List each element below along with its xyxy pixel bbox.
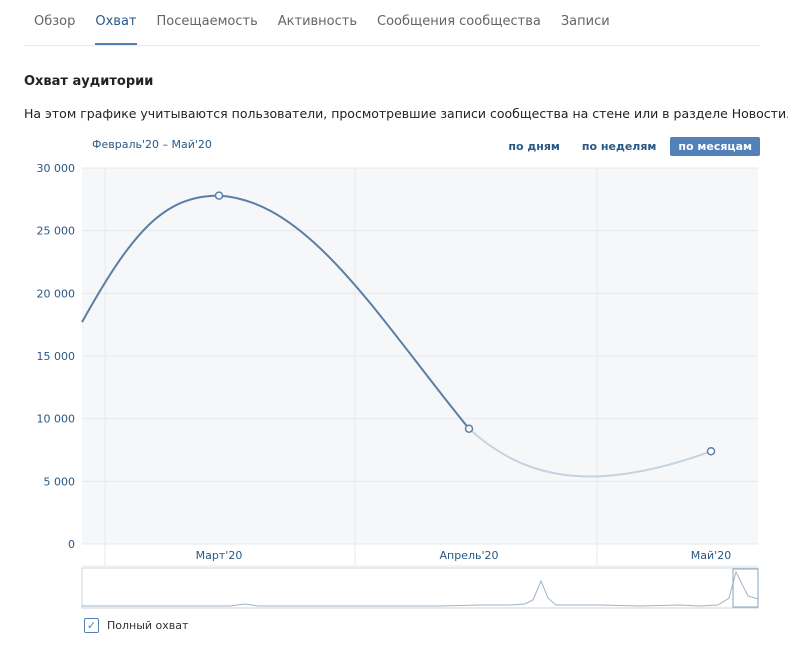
section-description: На этом графике учитываются пользователи… <box>24 106 788 121</box>
y-tick-label: 25 000 <box>37 225 76 238</box>
y-axis: 0 5 000 10 000 15 000 20 000 25 000 30 000 <box>37 162 76 551</box>
tabs-bar: Обзор Охват Посещаемость Активность Сооб… <box>24 0 760 46</box>
tab-attendance[interactable]: Посещаемость <box>156 14 258 29</box>
x-axis: Март'20 Апрель'20 Май'20 <box>196 549 732 562</box>
x-tick-label: Март'20 <box>196 549 243 562</box>
data-point <box>464 424 474 433</box>
by-weeks-button[interactable]: по неделям <box>581 140 657 153</box>
tab-community-messages[interactable]: Сообщения сообщества <box>377 14 541 29</box>
navigator-frame <box>81 567 759 609</box>
legend: ✓ Полный охват <box>84 618 188 633</box>
tab-reach[interactable]: Охват <box>85 0 146 45</box>
x-tick-label: Апрель'20 <box>439 549 498 562</box>
reach-line-solid <box>81 194 470 430</box>
date-range-label: Февраль'20 – Май'20 <box>92 138 212 151</box>
tab-activity[interactable]: Активность <box>277 14 358 29</box>
y-tick-label: 10 000 <box>37 413 76 426</box>
y-tick-label: 5 000 <box>44 475 76 488</box>
section-title: Охват аудитории <box>24 74 154 89</box>
y-tick-label: 20 000 <box>37 287 76 300</box>
chart-grid <box>82 167 758 567</box>
range-navigator[interactable] <box>81 567 759 609</box>
tab-overview[interactable]: Обзор <box>34 14 76 29</box>
y-tick-label: 15 000 <box>37 350 76 363</box>
y-tick-label: 0 <box>68 538 75 551</box>
legend-label: Полный охват <box>107 619 189 632</box>
reach-line-partial <box>468 427 712 478</box>
chart-points <box>214 191 716 456</box>
tab-posts[interactable]: Записи <box>560 14 610 29</box>
x-tick-label: Май'20 <box>691 549 731 562</box>
navigator-sparkline <box>82 570 759 607</box>
period-switcher: по дням по неделям по месяцам <box>500 137 760 156</box>
full-reach-checkbox[interactable]: ✓ <box>84 618 99 633</box>
by-months-button[interactable]: по месяцам <box>670 137 760 156</box>
chart-series <box>81 194 712 478</box>
navigator-window[interactable] <box>732 568 759 608</box>
by-days-button[interactable]: по дням <box>508 140 560 153</box>
data-point <box>214 191 224 200</box>
y-tick-label: 30 000 <box>37 162 76 175</box>
data-point <box>706 447 716 456</box>
